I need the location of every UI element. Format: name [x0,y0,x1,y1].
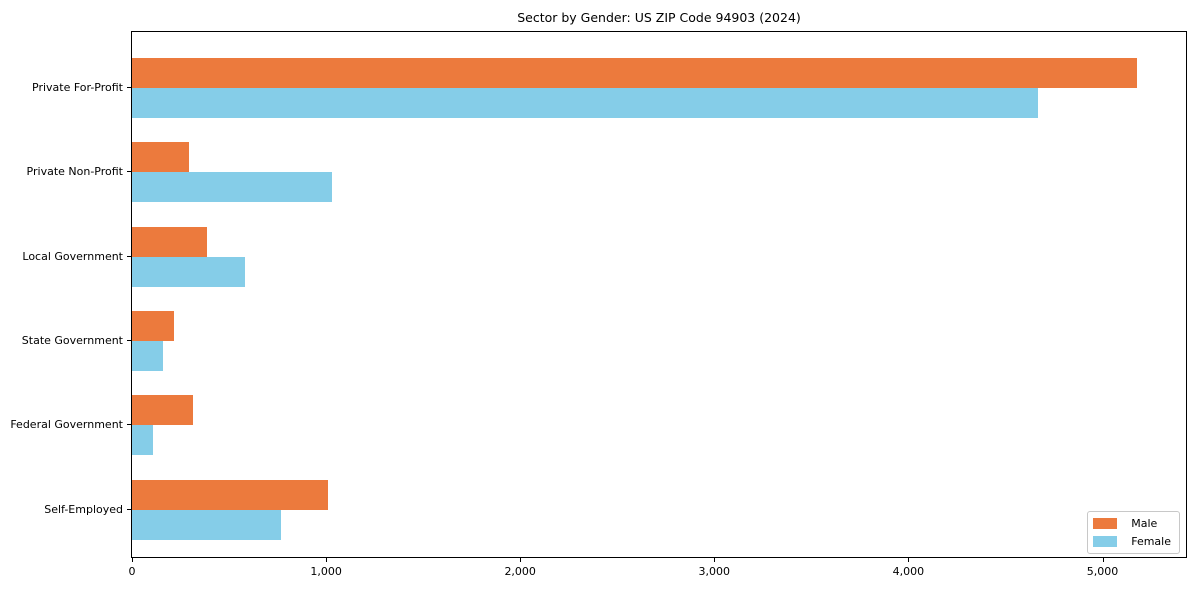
x-tick-mark [326,558,328,562]
x-tick-mark [714,558,716,562]
plot-area: Male Female [131,31,1187,558]
x-tick-mark [908,558,910,562]
x-tick-label-0: 0 [128,565,136,578]
bar-female-self-employed [132,509,281,540]
bar-male-self-employed [132,479,328,510]
y-tick-mark [127,255,131,257]
legend-item-female: Female [1093,535,1171,548]
y-tick-mark [127,87,131,88]
chart-title: Sector by Gender: US ZIP Code 94903 (202… [517,10,801,25]
bar-female-private-non-profit [132,172,332,203]
y-tick-label-federal-government: Federal Government [10,418,123,432]
x-tick-label-2000: 2,000 [504,565,536,578]
bar-male-state-government [132,310,174,341]
female-series-swatch [1093,536,1118,547]
x-tick-label-5000: 5,000 [1086,565,1119,578]
x-tick-mark [520,558,522,562]
legend-label-male: Male [1131,517,1158,530]
bar-female-federal-government [132,425,154,456]
bar-male-private-non-profit [132,142,190,173]
bar-male-local-government [132,226,207,257]
y-tick-mark [127,424,131,426]
y-tick-label-private-non-profit: Private Non-Profit [26,165,123,179]
legend-item-male: Male [1093,517,1171,530]
y-tick-mark [127,339,131,341]
y-tick-label-self-employed: Self-Employed [44,502,123,516]
x-tick-label-1000: 1,000 [310,565,342,578]
legend-label-female: Female [1131,535,1171,548]
legend: Male Female [1087,511,1180,554]
bar-female-local-government [132,256,245,287]
x-tick-mark [1102,558,1104,562]
y-tick-mark [127,171,131,173]
bar-female-private-for-profit [132,88,1038,118]
bar-male-private-for-profit [132,58,1137,88]
y-tick-label-state-government: State Government [21,333,123,347]
y-tick-mark [127,508,131,510]
y-tick-label-local-government: Local Government [22,249,123,263]
x-tick-mark [132,558,133,562]
male-series-swatch [1093,518,1118,529]
y-tick-label-private-for-profit: Private For-Profit [32,81,123,94]
bar-male-federal-government [132,395,194,426]
bar-female-state-government [132,340,164,371]
x-tick-label-4000: 4,000 [892,565,925,578]
x-tick-label-3000: 3,000 [698,565,731,578]
